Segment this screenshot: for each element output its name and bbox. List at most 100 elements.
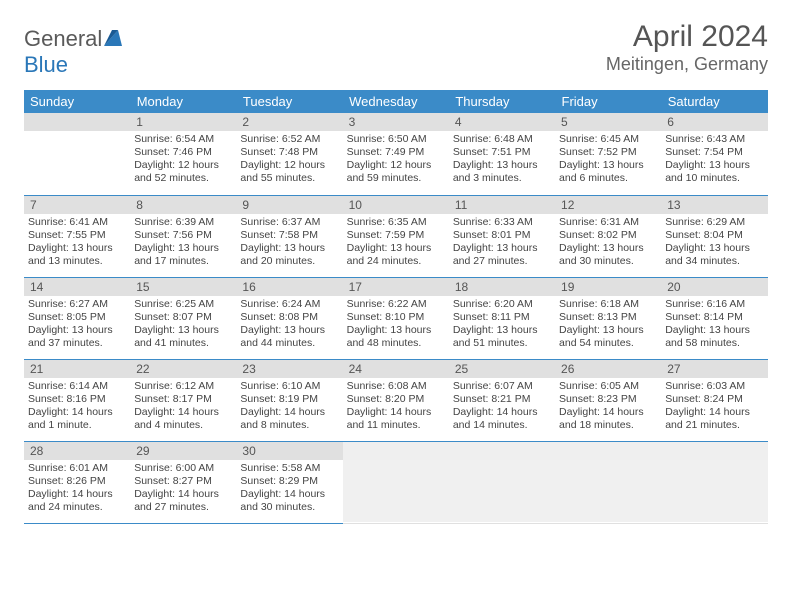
day-number	[449, 442, 555, 460]
calendar-cell: 10Sunrise: 6:35 AMSunset: 7:59 PMDayligh…	[343, 195, 449, 277]
calendar-cell: 24Sunrise: 6:08 AMSunset: 8:20 PMDayligh…	[343, 359, 449, 441]
day-line: Sunrise: 6:41 AM	[28, 216, 126, 229]
day-content: Sunrise: 6:54 AMSunset: 7:46 PMDaylight:…	[130, 131, 236, 190]
day-line: Sunset: 8:29 PM	[240, 475, 338, 488]
day-line: Sunrise: 5:58 AM	[240, 462, 338, 475]
day-content: Sunrise: 6:10 AMSunset: 8:19 PMDaylight:…	[236, 378, 342, 437]
calendar-cell: 4Sunrise: 6:48 AMSunset: 7:51 PMDaylight…	[449, 113, 555, 195]
empty-cell	[343, 460, 449, 522]
day-line: Sunset: 8:04 PM	[665, 229, 763, 242]
day-line: Daylight: 14 hours	[28, 488, 126, 501]
day-line: Daylight: 13 hours	[665, 242, 763, 255]
day-content: Sunrise: 6:00 AMSunset: 8:27 PMDaylight:…	[130, 460, 236, 519]
day-number: 26	[555, 360, 661, 378]
calendar-cell: 25Sunrise: 6:07 AMSunset: 8:21 PMDayligh…	[449, 359, 555, 441]
day-line: Sunrise: 6:01 AM	[28, 462, 126, 475]
day-number: 24	[343, 360, 449, 378]
day-line: and 20 minutes.	[240, 255, 338, 268]
day-line: Sunrise: 6:45 AM	[559, 133, 657, 146]
day-number: 23	[236, 360, 342, 378]
day-content: Sunrise: 6:43 AMSunset: 7:54 PMDaylight:…	[661, 131, 767, 190]
day-line: Sunrise: 6:00 AM	[134, 462, 232, 475]
day-line: Daylight: 14 hours	[28, 406, 126, 419]
day-line: and 6 minutes.	[559, 172, 657, 185]
day-line: Daylight: 13 hours	[240, 242, 338, 255]
day-line: Daylight: 12 hours	[240, 159, 338, 172]
day-line: Sunset: 7:54 PM	[665, 146, 763, 159]
weekday-header: Saturday	[661, 90, 767, 113]
day-content: Sunrise: 6:39 AMSunset: 7:56 PMDaylight:…	[130, 214, 236, 273]
day-number: 1	[130, 113, 236, 131]
day-line: Sunrise: 6:31 AM	[559, 216, 657, 229]
calendar-cell: 5Sunrise: 6:45 AMSunset: 7:52 PMDaylight…	[555, 113, 661, 195]
day-line: Daylight: 14 hours	[559, 406, 657, 419]
calendar-cell: 22Sunrise: 6:12 AMSunset: 8:17 PMDayligh…	[130, 359, 236, 441]
calendar-cell: 17Sunrise: 6:22 AMSunset: 8:10 PMDayligh…	[343, 277, 449, 359]
day-line: Sunset: 8:26 PM	[28, 475, 126, 488]
day-line: and 37 minutes.	[28, 337, 126, 350]
day-line: Daylight: 14 hours	[665, 406, 763, 419]
day-line: and 14 minutes.	[453, 419, 551, 432]
day-content: Sunrise: 6:14 AMSunset: 8:16 PMDaylight:…	[24, 378, 130, 437]
day-line: Daylight: 13 hours	[134, 324, 232, 337]
weekday-header: Thursday	[449, 90, 555, 113]
day-line: Sunrise: 6:27 AM	[28, 298, 126, 311]
empty-cell	[449, 460, 555, 522]
day-content: Sunrise: 6:29 AMSunset: 8:04 PMDaylight:…	[661, 214, 767, 273]
day-line: and 10 minutes.	[665, 172, 763, 185]
day-line: and 3 minutes.	[453, 172, 551, 185]
day-line: Sunrise: 6:33 AM	[453, 216, 551, 229]
day-content: Sunrise: 6:08 AMSunset: 8:20 PMDaylight:…	[343, 378, 449, 437]
calendar-cell: 7Sunrise: 6:41 AMSunset: 7:55 PMDaylight…	[24, 195, 130, 277]
day-line: and 27 minutes.	[134, 501, 232, 514]
day-number	[661, 442, 767, 460]
day-line: Sunrise: 6:39 AM	[134, 216, 232, 229]
calendar-cell: 15Sunrise: 6:25 AMSunset: 8:07 PMDayligh…	[130, 277, 236, 359]
calendar-cell: 14Sunrise: 6:27 AMSunset: 8:05 PMDayligh…	[24, 277, 130, 359]
day-number: 19	[555, 278, 661, 296]
day-line: Daylight: 13 hours	[453, 242, 551, 255]
day-line: Sunrise: 6:37 AM	[240, 216, 338, 229]
weekday-header: Monday	[130, 90, 236, 113]
calendar-cell: 21Sunrise: 6:14 AMSunset: 8:16 PMDayligh…	[24, 359, 130, 441]
day-number: 6	[661, 113, 767, 131]
day-number: 21	[24, 360, 130, 378]
day-line: Sunset: 7:46 PM	[134, 146, 232, 159]
day-line: Daylight: 13 hours	[559, 159, 657, 172]
day-line: Daylight: 13 hours	[665, 324, 763, 337]
day-line: and 55 minutes.	[240, 172, 338, 185]
day-line: Sunrise: 6:29 AM	[665, 216, 763, 229]
day-number: 7	[24, 196, 130, 214]
calendar-cell	[555, 441, 661, 523]
day-line: and 11 minutes.	[347, 419, 445, 432]
day-number: 13	[661, 196, 767, 214]
day-line: Daylight: 14 hours	[453, 406, 551, 419]
day-line: Sunset: 8:23 PM	[559, 393, 657, 406]
day-number: 15	[130, 278, 236, 296]
day-line: and 27 minutes.	[453, 255, 551, 268]
day-line: Sunrise: 6:25 AM	[134, 298, 232, 311]
logo-text-blue: Blue	[24, 52, 68, 77]
day-content: Sunrise: 6:05 AMSunset: 8:23 PMDaylight:…	[555, 378, 661, 437]
day-line: and 18 minutes.	[559, 419, 657, 432]
calendar-body: 1Sunrise: 6:54 AMSunset: 7:46 PMDaylight…	[24, 113, 768, 523]
day-line: and 8 minutes.	[240, 419, 338, 432]
month-title: April 2024	[606, 20, 768, 54]
day-number	[24, 113, 130, 131]
day-line: Sunset: 8:13 PM	[559, 311, 657, 324]
day-line: Sunrise: 6:22 AM	[347, 298, 445, 311]
calendar-row: 7Sunrise: 6:41 AMSunset: 7:55 PMDaylight…	[24, 195, 768, 277]
logo: General Blue	[24, 26, 122, 78]
day-line: Sunrise: 6:08 AM	[347, 380, 445, 393]
calendar-cell	[661, 441, 767, 523]
day-number: 16	[236, 278, 342, 296]
calendar-row: 1Sunrise: 6:54 AMSunset: 7:46 PMDaylight…	[24, 113, 768, 195]
calendar-cell: 13Sunrise: 6:29 AMSunset: 8:04 PMDayligh…	[661, 195, 767, 277]
day-line: Daylight: 14 hours	[134, 406, 232, 419]
day-content: Sunrise: 6:52 AMSunset: 7:48 PMDaylight:…	[236, 131, 342, 190]
day-line: and 52 minutes.	[134, 172, 232, 185]
day-line: and 48 minutes.	[347, 337, 445, 350]
day-content: Sunrise: 6:18 AMSunset: 8:13 PMDaylight:…	[555, 296, 661, 355]
empty-cell	[555, 460, 661, 522]
day-content: Sunrise: 6:24 AMSunset: 8:08 PMDaylight:…	[236, 296, 342, 355]
